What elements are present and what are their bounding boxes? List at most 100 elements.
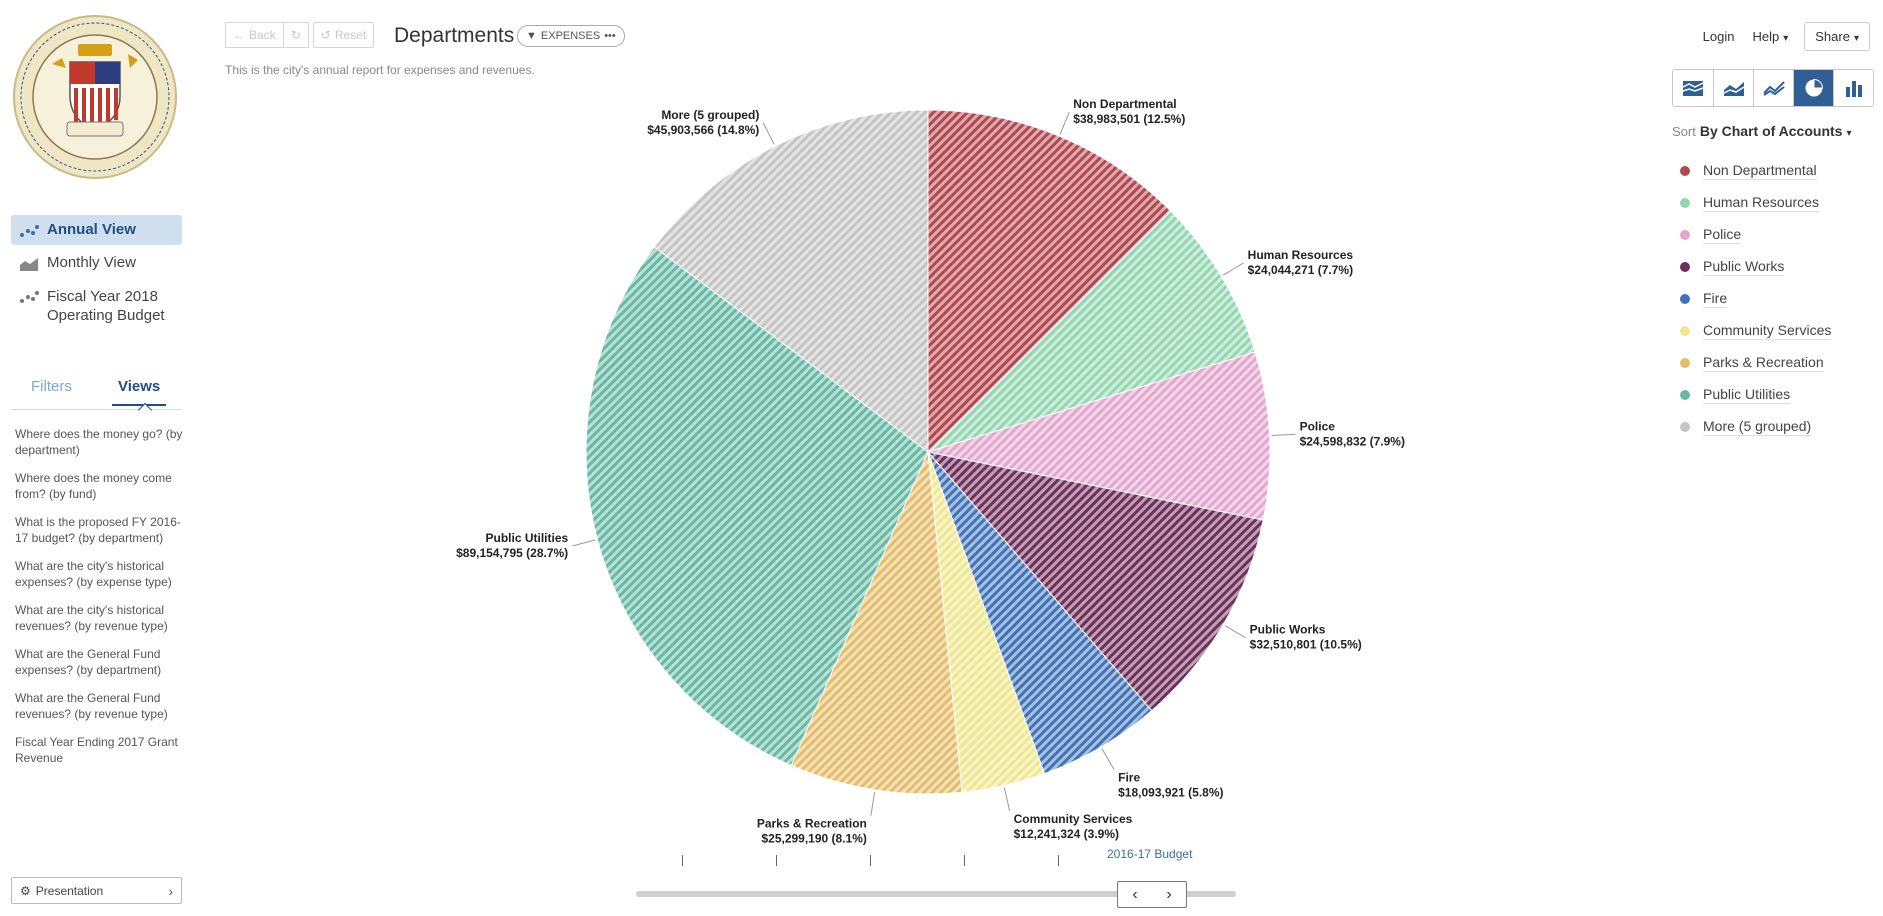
filter-pill-label: EXPENSES bbox=[540, 30, 601, 42]
pie-leader-line bbox=[1059, 112, 1070, 135]
city-seal-logo[interactable] bbox=[12, 14, 178, 180]
arrow-left-icon: ← bbox=[233, 28, 245, 42]
chart-type-switcher bbox=[1672, 69, 1874, 107]
legend-label: Fire bbox=[1703, 290, 1728, 308]
saved-view-item[interactable]: What are the General Fund expenses? (by … bbox=[15, 647, 162, 677]
legend-item[interactable]: Public Utilities bbox=[1680, 379, 1831, 411]
pie-slice[interactable] bbox=[653, 109, 929, 453]
help-label: Help bbox=[1752, 29, 1780, 44]
pie-slice[interactable] bbox=[790, 450, 963, 795]
sidebar: Annual View Monthly View Fiscal Year 201… bbox=[0, 0, 190, 916]
chevron-right-icon: › bbox=[168, 882, 173, 899]
presentation-button[interactable]: ⚙ Presentation › bbox=[11, 877, 182, 904]
pie-slice[interactable] bbox=[927, 210, 1256, 453]
chevron-down-icon: ▾ bbox=[1783, 33, 1789, 44]
pie-slice[interactable] bbox=[926, 451, 1264, 712]
gear-icon: ⚙ bbox=[20, 883, 31, 898]
help-dropdown[interactable]: Help ▾ bbox=[1750, 23, 1790, 50]
saved-view-item[interactable]: Where does the money go? (by department) bbox=[15, 427, 183, 457]
pie-slice-label: Community Services $12,241,324 (3.9%) bbox=[1014, 812, 1133, 841]
legend-item[interactable]: Fire bbox=[1680, 283, 1831, 315]
area-chart-icon bbox=[20, 258, 38, 271]
pie-leader-line bbox=[1003, 787, 1011, 811]
chevron-left-icon[interactable]: ‹ bbox=[1132, 885, 1138, 903]
legend-item[interactable]: More (5 grouped) bbox=[1680, 411, 1831, 443]
back-button[interactable]: ← Back bbox=[225, 22, 284, 48]
sort-control[interactable]: Sort By Chart of Accounts ▾ bbox=[1672, 123, 1851, 139]
pie-slice-label: Public Utilities $89,154,795 (28.7%) bbox=[456, 531, 568, 560]
sort-label: Sort bbox=[1672, 124, 1696, 139]
redo-button[interactable]: ↻ bbox=[282, 22, 309, 48]
pie-leader-line bbox=[1271, 433, 1296, 436]
legend-item[interactable]: Public Works bbox=[1680, 251, 1831, 283]
legend-item[interactable]: Non Departmental bbox=[1680, 155, 1831, 187]
pie-leader-line bbox=[762, 122, 775, 145]
share-label: Share bbox=[1815, 29, 1850, 44]
chevron-down-icon: ▾ bbox=[1853, 33, 1859, 44]
reset-label: Reset bbox=[334, 28, 367, 42]
filter-pill[interactable]: ▼ EXPENSES ••• bbox=[517, 25, 625, 47]
more-dots-icon: ••• bbox=[604, 30, 616, 42]
view-annual[interactable]: Annual View bbox=[11, 215, 182, 245]
view-fy2018-label: Fiscal Year 2018 Operating Budget bbox=[47, 288, 165, 324]
timeline-scroll-handle[interactable]: ‹ › bbox=[1117, 881, 1187, 908]
page-subtitle: This is the city's annual report for exp… bbox=[225, 63, 535, 77]
legend-swatch bbox=[1680, 230, 1690, 240]
legend-label: Police bbox=[1703, 226, 1742, 244]
legend-swatch bbox=[1680, 326, 1690, 336]
chevron-down-icon: ▾ bbox=[1846, 128, 1852, 139]
bar-chart-icon bbox=[1845, 81, 1862, 97]
line-chart-button[interactable] bbox=[1753, 70, 1793, 106]
saved-views-list: Where does the money go? (by department)… bbox=[15, 426, 185, 778]
redo-icon: ↻ bbox=[290, 28, 301, 42]
saved-view-item[interactable]: Fiscal Year Ending 2017 Grant Revenue bbox=[15, 735, 178, 765]
legend-label: More (5 grouped) bbox=[1703, 418, 1812, 436]
selected-year-label[interactable]: 2016-17 Budget bbox=[1107, 847, 1193, 861]
bar-chart-button[interactable] bbox=[1833, 70, 1873, 106]
pie-slice[interactable] bbox=[927, 109, 1172, 454]
view-monthly[interactable]: Monthly View bbox=[11, 248, 182, 278]
pie-slice[interactable] bbox=[585, 246, 929, 767]
pie-leader-line bbox=[1101, 748, 1115, 770]
legend-swatch bbox=[1680, 390, 1690, 400]
legend-swatch bbox=[1680, 198, 1690, 208]
sidebar-tabs: Filters Views bbox=[11, 378, 182, 418]
saved-view-item[interactable]: Where does the money come from? (by fund… bbox=[15, 471, 172, 501]
legend-swatch bbox=[1680, 422, 1690, 432]
legend-item[interactable]: Parks & Recreation bbox=[1680, 347, 1831, 379]
saved-view-item[interactable]: What are the General Fund revenues? (by … bbox=[15, 691, 168, 721]
legend-label: Public Works bbox=[1703, 258, 1785, 276]
legend-swatch bbox=[1680, 262, 1690, 272]
back-label: Back bbox=[249, 28, 276, 42]
saved-view-item[interactable]: What are the city's historical revenues?… bbox=[15, 603, 168, 633]
legend-swatch bbox=[1680, 166, 1690, 176]
pie-slice[interactable] bbox=[927, 351, 1271, 521]
legend-item[interactable]: Community Services bbox=[1680, 315, 1832, 347]
login-link[interactable]: Login bbox=[1702, 29, 1735, 44]
pie-leader-line bbox=[870, 791, 876, 816]
reset-button[interactable]: ↺ Reset bbox=[312, 22, 375, 48]
tab-filters[interactable]: Filters bbox=[31, 378, 72, 395]
scatter-dots-icon bbox=[20, 291, 39, 303]
scatter-dots-icon bbox=[20, 225, 39, 237]
presentation-label: Presentation bbox=[35, 883, 104, 898]
saved-view-item[interactable]: What are the city's historical expenses?… bbox=[15, 559, 172, 589]
view-fy2018-budget[interactable]: Fiscal Year 2018 Operating Budget bbox=[11, 281, 182, 331]
pie-slice[interactable] bbox=[927, 451, 1153, 775]
stacked-area-icon bbox=[1682, 81, 1704, 96]
share-dropdown[interactable]: Share ▾ bbox=[1804, 22, 1870, 51]
stacked-area-chart-button[interactable] bbox=[1673, 70, 1713, 106]
legend-item[interactable]: Human Resources bbox=[1680, 187, 1831, 219]
pie-leader-line bbox=[1222, 262, 1244, 276]
legend-item[interactable]: Police bbox=[1680, 219, 1831, 251]
view-annual-label: Annual View bbox=[47, 221, 136, 238]
tab-views[interactable]: Views bbox=[111, 378, 167, 406]
pie-chart-button[interactable] bbox=[1793, 70, 1833, 106]
undo-icon: ↺ bbox=[320, 28, 331, 42]
saved-view-item[interactable]: What is the proposed FY 2016-17 budget? … bbox=[15, 515, 181, 545]
legend-label: Non Departmental bbox=[1703, 162, 1817, 180]
pie-slice-label: Public Works $32,510,801 (10.5%) bbox=[1250, 623, 1362, 652]
chevron-right-icon[interactable]: › bbox=[1166, 885, 1172, 903]
area-chart-button[interactable] bbox=[1713, 70, 1753, 106]
